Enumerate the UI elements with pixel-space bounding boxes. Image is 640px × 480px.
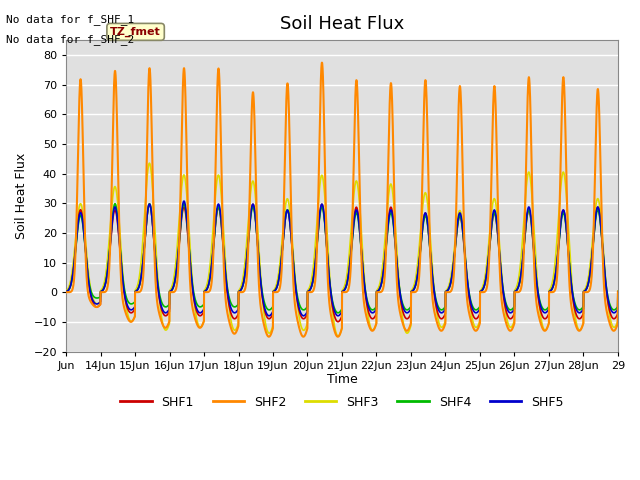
SHF1: [175, 241, 183, 247]
SHF5: [614, 289, 621, 295]
SHF4: [413, 276, 420, 282]
Text: No data for f_SHF_2: No data for f_SHF_2: [6, 34, 134, 45]
SHF2: [413, 288, 420, 293]
SHF4: [175, 239, 183, 245]
SHF4: [497, 265, 504, 271]
SHF5: [530, 247, 538, 253]
Line: SHF1: SHF1: [66, 204, 618, 322]
SHF2: [175, 245, 183, 251]
Line: SHF5: SHF5: [66, 201, 618, 316]
SHF2: [265, 334, 273, 339]
Text: TZ_fmet: TZ_fmet: [110, 27, 161, 37]
Y-axis label: Soil Heat Flux: Soil Heat Flux: [15, 153, 28, 239]
SHF5: [497, 265, 504, 271]
SHF2: [497, 287, 504, 292]
SHF4: [111, 201, 119, 206]
SHF5: [300, 313, 307, 319]
SHF3: [614, 288, 621, 294]
SHF3: [608, 322, 616, 328]
SHF3: [497, 259, 504, 264]
X-axis label: Time: Time: [326, 373, 357, 386]
SHF2: [461, 274, 469, 279]
SHF2: [608, 326, 616, 332]
SHF1: [62, 289, 70, 295]
SHF3: [145, 160, 153, 166]
SHF5: [180, 198, 188, 204]
Line: SHF4: SHF4: [66, 204, 618, 313]
SHF1: [608, 314, 616, 320]
SHF4: [608, 306, 616, 312]
SHF1: [614, 289, 621, 295]
SHF5: [461, 258, 469, 264]
SHF5: [175, 240, 183, 245]
Line: SHF2: SHF2: [66, 62, 618, 336]
Legend: SHF1, SHF2, SHF3, SHF4, SHF5: SHF1, SHF2, SHF3, SHF4, SHF5: [115, 391, 568, 414]
SHF3: [334, 333, 342, 339]
SHF2: [614, 289, 621, 295]
SHF1: [334, 319, 342, 324]
SHF1: [497, 268, 504, 274]
SHF4: [530, 248, 538, 254]
SHF5: [608, 309, 616, 314]
SHF2: [530, 255, 538, 261]
SHF1: [530, 250, 538, 256]
SHF3: [413, 266, 420, 272]
SHF2: [62, 289, 70, 295]
SHF3: [530, 225, 538, 230]
Title: Soil Heat Flux: Soil Heat Flux: [280, 15, 404, 33]
SHF3: [62, 288, 70, 294]
SHF1: [413, 276, 420, 282]
SHF2: [318, 60, 326, 65]
SHF1: [461, 261, 469, 267]
Text: No data for f_SHF_1: No data for f_SHF_1: [6, 14, 134, 25]
SHF5: [413, 276, 420, 282]
SHF1: [145, 201, 153, 207]
SHF3: [461, 255, 469, 261]
SHF4: [334, 310, 342, 316]
SHF4: [62, 289, 70, 295]
SHF4: [461, 259, 469, 265]
SHF3: [175, 216, 183, 221]
Line: SHF3: SHF3: [66, 163, 618, 336]
SHF4: [614, 289, 621, 295]
SHF5: [62, 289, 70, 295]
